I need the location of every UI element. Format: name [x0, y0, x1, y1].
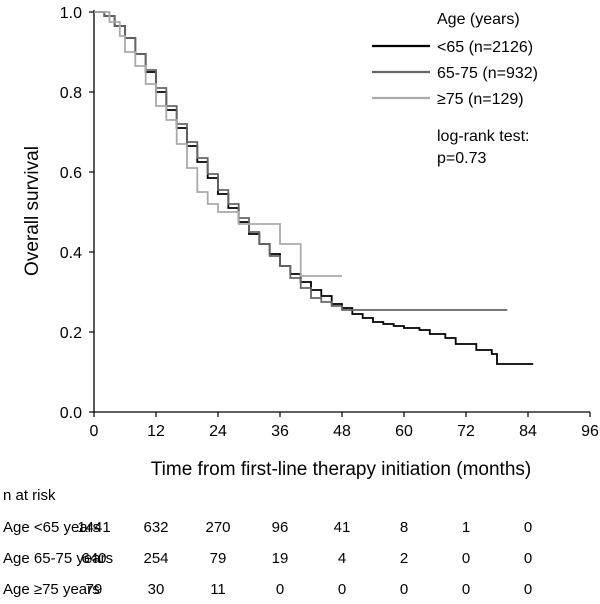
x-axis-title: Time from first-line therapy initiation …	[151, 459, 531, 480]
risk-count: 0	[524, 550, 532, 567]
logrank-pvalue: p=0.73	[437, 150, 486, 167]
y-tick-label: 0.8	[60, 85, 82, 102]
risk-table-title: n at risk	[3, 487, 56, 504]
x-tick-label: 60	[395, 423, 413, 440]
x-tick-label: 0	[90, 423, 99, 440]
risk-count: 640	[81, 550, 106, 567]
risk-count: 79	[86, 581, 103, 598]
risk-count: 1	[462, 519, 470, 536]
ticks-layer: 0 12 24 36 48 60 72 84 96 0.0 0.2 0.4 0.6 0.8 1.0	[60, 5, 599, 440]
risk-count: 0	[462, 581, 470, 598]
legend: Age (years) <65 (n=2126) 65-75 (n=932) ≥…	[372, 11, 538, 108]
risk-count: 0	[524, 581, 532, 598]
y-tick-label: 0.4	[60, 245, 82, 262]
risk-count: 0	[524, 519, 532, 536]
series-ge75-curve	[94, 11, 342, 277]
risk-count: 0	[400, 581, 408, 598]
legend-entry-ge75: ≥75 (n=129)	[437, 91, 524, 108]
x-tick-label: 84	[519, 423, 537, 440]
x-tick-label: 96	[581, 423, 599, 440]
risk-count: 254	[143, 550, 168, 567]
risk-count: 0	[462, 550, 470, 567]
series-layer	[94, 11, 534, 365]
legend-title: Age (years)	[437, 11, 520, 28]
risk-count: 1441	[77, 519, 110, 536]
risk-count: 0	[276, 581, 284, 598]
risk-row-label: Age <65 years	[3, 519, 100, 536]
y-tick-label: 0.6	[60, 165, 82, 182]
logrank-label: log-rank test:	[437, 128, 529, 145]
x-tick-label: 72	[457, 423, 475, 440]
x-tick-label: 24	[209, 423, 227, 440]
legend-entry-65-75: 65-75 (n=932)	[437, 65, 538, 82]
x-tick-label: 48	[333, 423, 351, 440]
series-65-75-curve	[94, 11, 508, 311]
risk-count: 19	[272, 550, 289, 567]
y-tick-label: 1.0	[60, 5, 82, 22]
risk-row-label: Age ≥75 years	[3, 581, 100, 598]
risk-count: 41	[334, 519, 351, 536]
risk-row-label: Age 65-75 years	[3, 550, 113, 567]
risk-count: 270	[205, 519, 230, 536]
x-tick-label: 36	[271, 423, 289, 440]
risk-count: 79	[210, 550, 227, 567]
risk-count: 30	[148, 581, 165, 598]
x-tick-label: 12	[147, 423, 165, 440]
legend-entry-lt65: <65 (n=2126)	[437, 39, 533, 56]
risk-count: 4	[338, 550, 346, 567]
risk-count: 11	[210, 581, 226, 598]
risk-count: 96	[272, 519, 289, 536]
y-tick-label: 0.0	[60, 405, 82, 422]
y-tick-label: 0.2	[60, 325, 82, 342]
risk-count: 8	[400, 519, 408, 536]
risk-count: 2	[400, 550, 408, 567]
risk-count: 0	[338, 581, 346, 598]
axes	[89, 10, 591, 417]
y-axis-title: Overall survival	[22, 146, 43, 276]
risk-count: 632	[143, 519, 168, 536]
